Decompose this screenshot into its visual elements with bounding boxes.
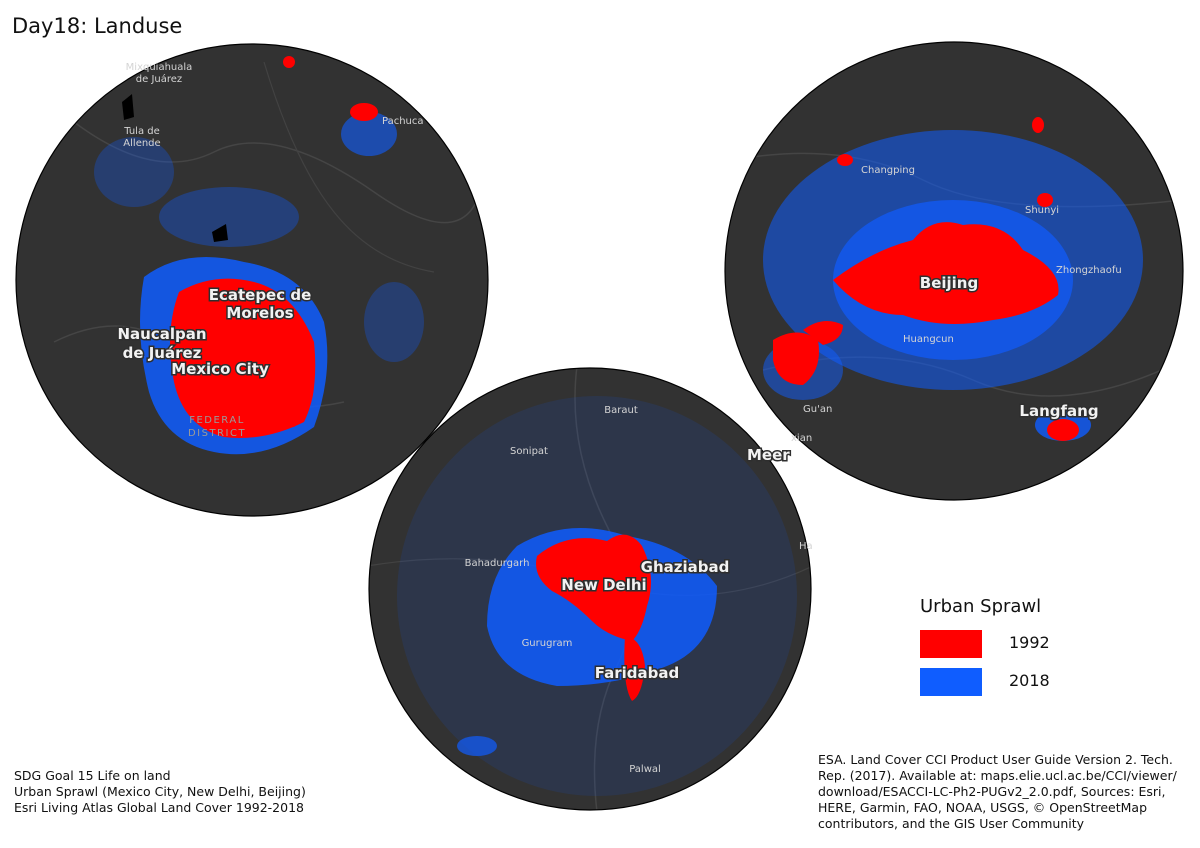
label-district: DISTRICT [188, 428, 246, 439]
new-delhi-map[interactable]: Baraut Sonipat Meer Bahadurgarh New Delh… [367, 366, 830, 812]
label-federal: FEDERAL [189, 415, 245, 426]
note-line: Urban Sprawl (Mexico City, New Delhi, Be… [14, 784, 306, 799]
label-tula-2: Allende [123, 138, 160, 149]
label-ecatepec: Ecatepec de [209, 286, 312, 304]
label-guan: Gu'an [803, 404, 832, 415]
sprawl-1992 [773, 117, 1079, 441]
label-new-delhi: New Delhi [561, 576, 646, 594]
legend: Urban Sprawl 1992 2018 [918, 596, 1118, 706]
lake-markers [122, 94, 228, 242]
label-ghaziabad: Ghaziabad [641, 558, 730, 576]
label-beijing: Beijing [920, 274, 978, 292]
label-naucalpan-2: de Juárez [123, 344, 202, 362]
label-bahadurgarh: Bahadurgarh [465, 558, 530, 569]
label-shunyi: Shunyi [1025, 205, 1059, 216]
label-pachuca: Pachuca [382, 116, 424, 127]
sprawl-1992 [170, 56, 378, 438]
label-xian: xian [791, 433, 812, 444]
label-gurugram: Gurugram [522, 638, 573, 649]
label-changping: Changping [861, 165, 915, 176]
legend-label-1992: 1992 [1009, 633, 1050, 652]
label-palwal: Palwal [629, 764, 661, 775]
notes: SDG Goal 15 Life on land Urban Sprawl (M… [14, 768, 306, 816]
label-mixquiahuala-2: de Juárez [136, 73, 182, 85]
label-baraut: Baraut [604, 405, 638, 416]
mexico-city-map[interactable]: Mixquiahuala de Juárez Tula de Allende P… [14, 42, 490, 518]
legend-label-2018: 2018 [1009, 671, 1050, 690]
source-credits: ESA. Land Cover CCI Product User Guide V… [818, 752, 1177, 831]
label-huangcun: Huangcun [903, 334, 954, 345]
beijing-map[interactable]: Changping Shunyi Beijing Zhongzhaofu Hua… [723, 40, 1185, 502]
note-line: Esri Living Atlas Global Land Cover 1992… [14, 800, 304, 815]
label-sonipat: Sonipat [510, 446, 548, 457]
label-langfang: Langfang [1019, 402, 1098, 420]
label-mixquiahuala: Mixquiahuala [126, 62, 193, 73]
label-naucalpan: Naucalpan [117, 325, 206, 343]
label-ecatepec-2: Morelos [226, 304, 293, 322]
label-faridabad: Faridabad [595, 664, 680, 682]
legend-title: Urban Sprawl [920, 596, 1042, 617]
note-line: SDG Goal 15 Life on land [14, 768, 171, 783]
label-meer: Meer [747, 446, 790, 464]
label-hapur: Hapur [799, 541, 813, 552]
label-zhongzhaofu: Zhongzhaofu [1056, 265, 1122, 276]
legend-swatch-1992 [920, 630, 982, 658]
label-tula: Tula de [123, 126, 160, 137]
map-title: Day18: Landuse [12, 14, 183, 38]
label-mexico-city: Mexico City [171, 360, 269, 378]
legend-swatch-2018 [920, 668, 982, 696]
